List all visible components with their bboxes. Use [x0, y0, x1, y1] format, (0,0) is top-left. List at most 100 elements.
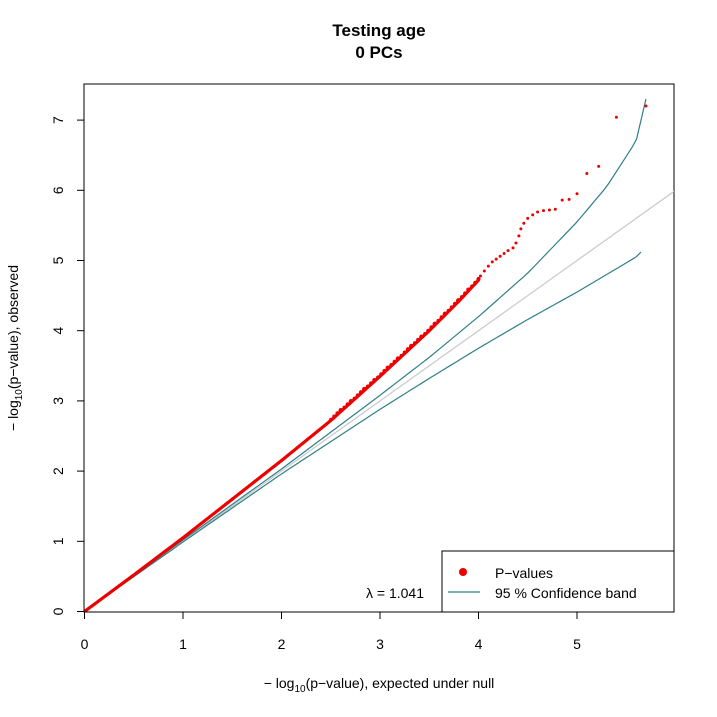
y-tick-label: 0 [50, 607, 66, 615]
y-tick-label: 3 [50, 397, 66, 405]
pvalue-point [547, 208, 551, 212]
pvalue-point [490, 260, 494, 264]
pvalue-point [567, 197, 571, 201]
pvalue-point [522, 221, 526, 225]
pvalue-point [432, 321, 438, 327]
pvalue-point [486, 264, 490, 268]
pvalue-point [459, 295, 464, 299]
pvalue-point [338, 407, 344, 413]
pvalue-point [355, 393, 360, 398]
pvalue-point [452, 301, 458, 306]
pvalue-point [419, 334, 424, 339]
pvalue-point [379, 372, 383, 376]
y-tick-label: 4 [50, 327, 66, 335]
x-tick-label: 2 [278, 636, 286, 652]
pvalue-point [531, 213, 535, 217]
y-tick-label: 2 [50, 467, 66, 475]
y-tick-label: 7 [50, 116, 66, 124]
pvalue-point [402, 350, 407, 355]
y-tick-label: 5 [50, 256, 66, 264]
lambda-annotation: λ = 1.041 [366, 585, 424, 601]
pvalue-point [352, 396, 356, 400]
pvalue-point [482, 269, 486, 273]
pvalue-point [473, 280, 477, 285]
x-tick-label: 5 [573, 636, 581, 652]
chart-subtitle: 0 PCs [355, 43, 402, 62]
pvalue-point [519, 227, 523, 231]
y-tick-label: 1 [50, 537, 66, 545]
pvalue-point [348, 399, 354, 404]
pvalue-point [332, 414, 336, 419]
pvalue-point [476, 276, 481, 282]
pvalue-point [463, 291, 468, 296]
pvalue-point [369, 381, 374, 386]
pvalue-point [426, 328, 430, 333]
pvalue-points [84, 104, 648, 612]
pvalue-point [358, 390, 364, 395]
pvalue-point [498, 254, 502, 258]
pvalue-point [382, 368, 387, 374]
pvalue-point [502, 251, 506, 255]
y-axis: 0 1 2 3 4 5 6 7 [50, 116, 85, 615]
pvalue-point [456, 298, 461, 303]
chart-title: Testing age [332, 21, 425, 40]
pvalue-point [514, 241, 518, 245]
pvalue-point [478, 274, 482, 278]
pvalue-point [575, 192, 579, 196]
y-axis-label: − log10(p−value), observed [5, 265, 25, 431]
pvalue-point [553, 207, 557, 211]
pvalue-point [542, 209, 546, 213]
pvalue-point [392, 359, 397, 364]
plot-content [84, 98, 674, 612]
pvalue-point [395, 356, 401, 361]
pvalue-point [446, 308, 450, 313]
pvalue-point [376, 375, 380, 379]
pvalue-points-dense [84, 278, 481, 612]
pvalue-point [399, 353, 403, 358]
pvalue-point [526, 216, 530, 220]
pvalue-point [560, 198, 564, 202]
pvalue-point [423, 332, 427, 336]
x-tick-label: 0 [81, 636, 89, 652]
legend-label-pvalues: P−values [495, 565, 553, 581]
pvalue-point [372, 377, 377, 383]
pvalue-point [345, 402, 350, 407]
pvalue-point [466, 287, 471, 292]
x-tick-label: 4 [475, 636, 483, 652]
pvalue-point [329, 417, 333, 421]
legend-point-symbol [459, 568, 467, 576]
pvalue-point [342, 405, 346, 410]
x-axis-label: − log10(p−value), expected under null [264, 675, 495, 695]
x-axis: 0 1 2 3 4 5 [81, 611, 581, 652]
pvalue-point [506, 249, 510, 253]
pvalue-point [517, 234, 521, 238]
pvalue-point [536, 210, 540, 214]
pvalue-point [365, 384, 370, 388]
pvalue-point [405, 347, 411, 352]
pvalue-point [449, 305, 454, 309]
confidence-band-lower [84, 251, 642, 612]
pvalue-point [439, 315, 444, 320]
pvalue-point [585, 171, 589, 175]
pvalue-point [511, 246, 515, 250]
pvalue-point [644, 104, 648, 108]
plot-frame [83, 83, 675, 613]
pvalue-point [385, 365, 391, 371]
pvalue-point [416, 337, 421, 342]
confidence-band-upper [84, 98, 647, 612]
pvalue-point [494, 257, 498, 261]
legend: P−values 95 % Confidence band [441, 550, 675, 613]
pvalue-point [614, 115, 618, 119]
pvalue-point [389, 363, 393, 367]
legend-label-band: 95 % Confidence band [495, 585, 637, 601]
pvalue-point [470, 284, 474, 288]
plot-area [83, 83, 675, 613]
y-tick-label: 6 [50, 186, 66, 194]
pvalue-point [412, 341, 417, 345]
pvalue-point [436, 318, 440, 323]
pvalue-point [442, 311, 448, 317]
pvalue-point [429, 325, 434, 330]
pvalue-point [335, 411, 340, 416]
pvalue-point [409, 343, 414, 349]
